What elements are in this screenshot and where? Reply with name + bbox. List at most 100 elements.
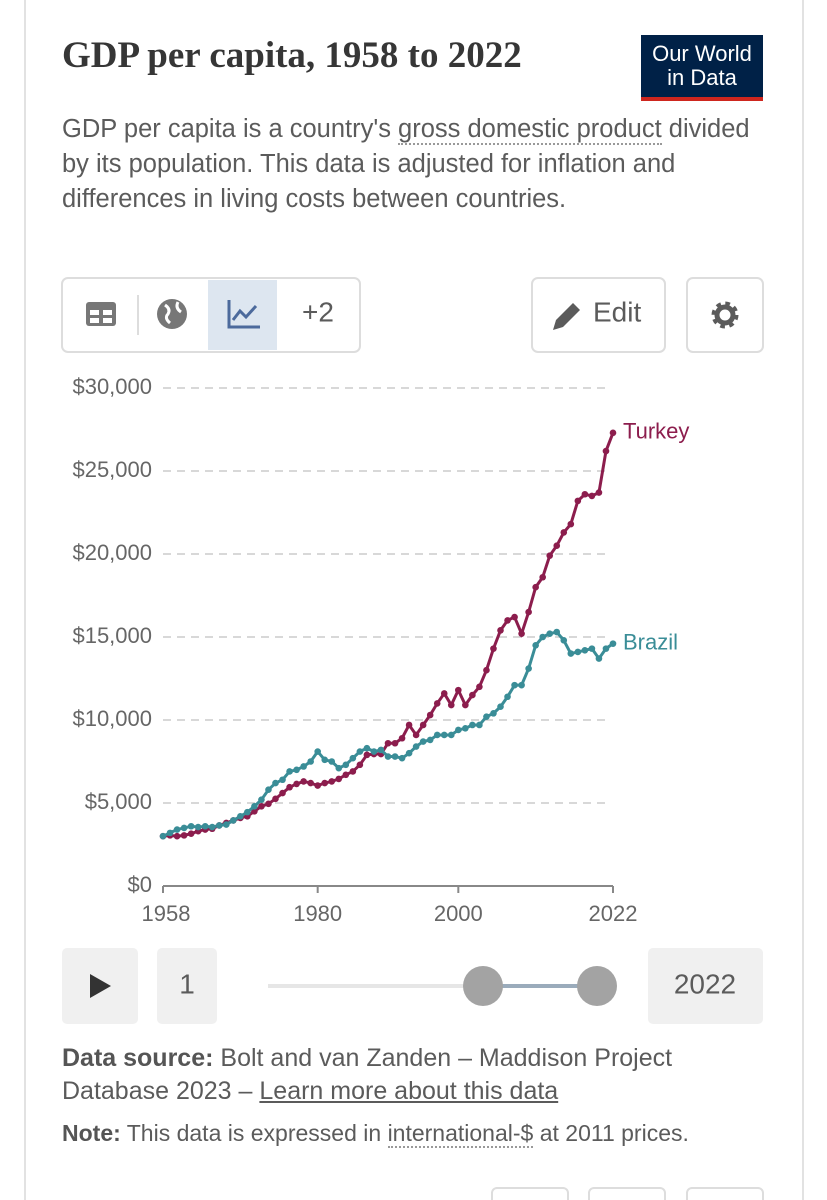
footer-button[interactable] [686, 1187, 764, 1200]
data-point [574, 648, 582, 656]
data-point [286, 768, 293, 775]
data-point [419, 738, 427, 745]
timeline[interactable]: 1 2022 [62, 948, 763, 1024]
data-point [194, 823, 202, 831]
data-point [440, 690, 448, 697]
logo-text: in Data [667, 65, 737, 90]
y-tick-label: $10,000 [72, 706, 152, 731]
data-point [525, 608, 532, 616]
data-point [546, 552, 554, 559]
edit-button[interactable]: Edit [531, 277, 666, 353]
data-point [258, 796, 265, 803]
note-text: at 2011 prices. [533, 1120, 689, 1146]
x-tick-label: 2022 [589, 901, 638, 926]
x-tick-label: 1980 [293, 901, 342, 926]
data-point [455, 686, 462, 694]
slider-handle[interactable] [463, 966, 503, 1006]
source-link[interactable]: Learn more about this data [259, 1077, 559, 1105]
data-point [560, 529, 568, 536]
logo-text: Our World [652, 41, 752, 66]
map-icon[interactable] [157, 299, 187, 329]
series-label: Turkey [623, 419, 689, 444]
data-point [511, 613, 518, 621]
data-point [384, 753, 392, 760]
data-point [307, 758, 314, 765]
data-point [201, 822, 209, 830]
data-point [588, 492, 596, 500]
note-label: Note: [62, 1120, 121, 1146]
y-tick-label: $5,000 [85, 789, 152, 814]
data-point [602, 447, 610, 455]
data-point [447, 731, 455, 739]
data-point [342, 761, 350, 769]
button-box[interactable] [531, 277, 666, 353]
data-point [504, 693, 511, 701]
play-icon [90, 974, 111, 998]
data-point [293, 766, 300, 774]
data-point [539, 573, 546, 581]
data-point [391, 753, 399, 760]
data-point [300, 763, 307, 770]
series-line [162, 630, 614, 838]
data-point [159, 832, 167, 840]
subtitle-link[interactable]: gross domestic product [398, 115, 662, 145]
data-point [328, 778, 336, 785]
data-point [251, 803, 258, 810]
data-point [546, 630, 554, 637]
start-box[interactable] [157, 948, 217, 1024]
data-point [370, 748, 378, 755]
data-point [455, 726, 462, 734]
data-point [230, 817, 237, 824]
note: Note: This data is expressed in internat… [62, 1118, 742, 1148]
note-text: This data is expressed in [120, 1120, 388, 1146]
data-point [532, 583, 539, 591]
data-point [173, 832, 181, 840]
data-point [279, 776, 286, 784]
slider-handle[interactable] [577, 966, 617, 1006]
data-point [560, 637, 568, 644]
data-point [363, 751, 371, 759]
data-point [363, 744, 371, 752]
data-point [469, 691, 476, 699]
data-point [504, 617, 511, 624]
data-point [497, 703, 504, 711]
data-point [349, 754, 357, 762]
data-point [342, 771, 350, 779]
chart-icon[interactable] [227, 300, 260, 329]
data-point [476, 683, 483, 691]
data-point [609, 429, 617, 437]
data-point [483, 666, 490, 674]
data-point [447, 701, 455, 709]
footer-button[interactable] [588, 1187, 666, 1200]
data-point [469, 721, 476, 729]
data-point [187, 822, 195, 830]
data-point [602, 645, 610, 652]
table-icon[interactable] [86, 302, 116, 326]
data-point [300, 778, 307, 785]
edit-label[interactable]: Edit [593, 296, 641, 327]
end-box[interactable] [648, 948, 763, 1024]
data-point [384, 739, 392, 747]
note-link[interactable]: international-$ [387, 1120, 534, 1148]
data-point [574, 497, 582, 505]
data-point [321, 756, 329, 764]
y-tick-label: $25,000 [72, 457, 152, 482]
source: Data source: Bolt and van Zanden – Maddi… [62, 1042, 772, 1108]
end-year: 2022 [674, 968, 736, 999]
more-tabs[interactable]: +2 [302, 296, 334, 327]
data-point [321, 779, 329, 787]
data-point [307, 779, 314, 787]
data-point [166, 829, 174, 837]
data-point [272, 779, 279, 787]
view-tabs[interactable]: +2 [61, 277, 361, 353]
footer-button[interactable] [491, 1187, 569, 1200]
data-point [412, 731, 420, 739]
data-point [490, 710, 497, 717]
settings-button[interactable] [686, 277, 764, 353]
data-point [398, 754, 406, 762]
data-point [258, 803, 265, 810]
button-box[interactable] [686, 277, 764, 353]
data-point [440, 731, 448, 739]
data-point [462, 725, 469, 732]
data-point [349, 768, 357, 775]
